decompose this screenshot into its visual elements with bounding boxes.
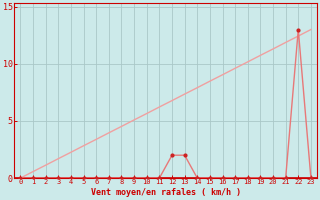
X-axis label: Vent moyen/en rafales ( km/h ): Vent moyen/en rafales ( km/h ) <box>91 188 241 197</box>
